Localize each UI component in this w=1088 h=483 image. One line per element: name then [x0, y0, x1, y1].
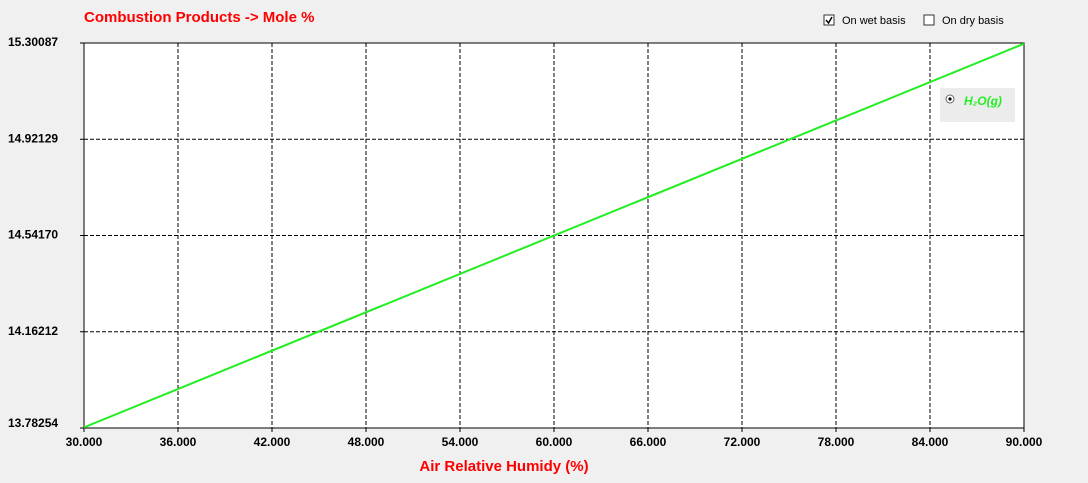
x-tick-label: 72.000 [724, 435, 761, 449]
x-tick-label: 84.000 [912, 435, 949, 449]
checkbox-check [825, 16, 833, 25]
y-tick-label: 14.54170 [8, 228, 58, 242]
data-line [83, 42, 1025, 429]
plot-border [83, 42, 1025, 429]
x-tick-label: 90.000 [1006, 435, 1043, 449]
x-tick-label: 60.000 [536, 435, 573, 449]
checkbox-label[interactable]: On dry basis [942, 15, 1004, 27]
legend-box [940, 88, 1015, 122]
y-tick-label: 15.30087 [8, 35, 58, 49]
checkbox[interactable] [923, 14, 935, 26]
checkbox-label[interactable]: On wet basis [842, 15, 906, 27]
x-axis-label: Air Relative Humidy (%) [419, 458, 588, 475]
chart-title: Combustion Products -> Mole % [84, 9, 314, 26]
y-tick-label: 14.16212 [8, 324, 58, 338]
y-tick-label: 14.92129 [8, 131, 58, 145]
x-tick-label: 66.000 [630, 435, 667, 449]
x-tick-label: 48.000 [348, 435, 385, 449]
y-tick-label: 13.78254 [8, 416, 58, 430]
checkbox[interactable] [823, 14, 835, 26]
x-tick-label: 42.000 [254, 435, 291, 449]
x-tick-label: 36.000 [160, 435, 197, 449]
x-tick-label: 30.000 [66, 435, 103, 449]
x-tick-label: 54.000 [442, 435, 479, 449]
legend-radio-dot [948, 97, 952, 101]
legend-label: H₂O(g) [964, 94, 1002, 108]
x-tick-label: 78.000 [818, 435, 855, 449]
